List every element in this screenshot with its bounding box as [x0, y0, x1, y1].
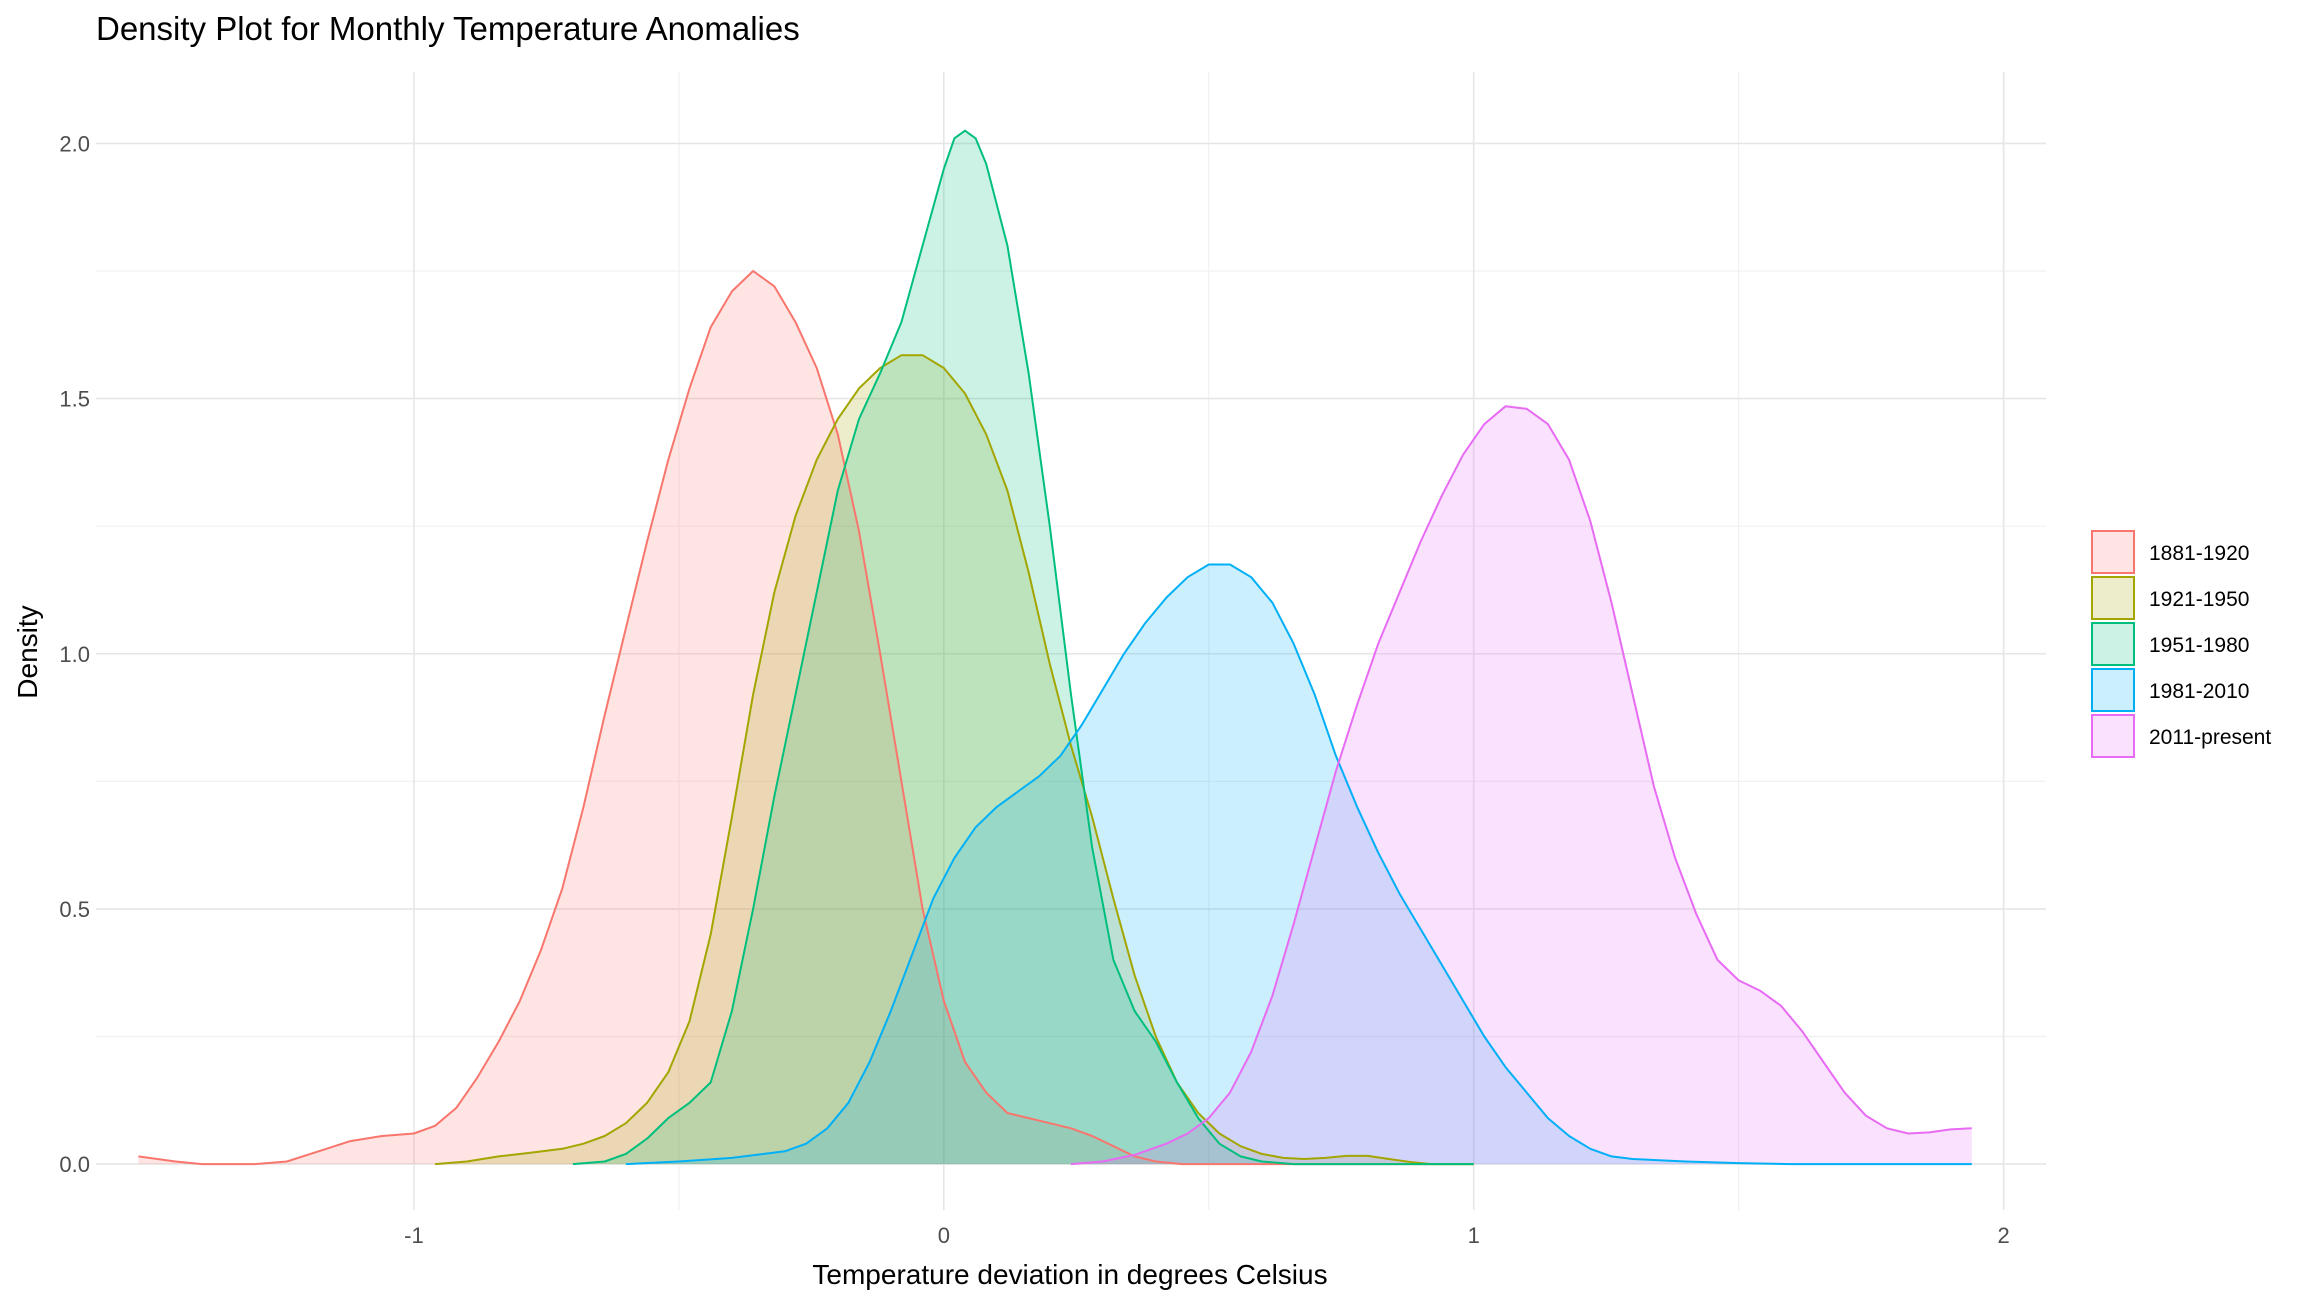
x-tick-label: 2 — [1997, 1223, 2009, 1248]
chart-title: Density Plot for Monthly Temperature Ano… — [96, 10, 800, 47]
y-tick-label: 0.5 — [59, 897, 90, 922]
density-line-2011-present — [1070, 405, 1972, 1166]
y-tick-label: 1.5 — [59, 387, 90, 412]
legend-label-1881-1920: 1881-1920 — [2149, 542, 2249, 565]
y-tick-label: 0.0 — [59, 1152, 90, 1177]
y-tick-label: 1.0 — [59, 642, 90, 667]
x-tick-label: 0 — [938, 1223, 950, 1248]
x-tick-label: 1 — [1468, 1223, 1480, 1248]
legend-label-1951-1980: 1951-1980 — [2149, 634, 2249, 657]
x-tick-label: -1 — [404, 1223, 424, 1248]
density-area-1921-1950 — [435, 355, 1474, 1165]
density-line-1981-2010 — [625, 563, 1972, 1166]
density-area-1881-1920 — [138, 271, 1474, 1165]
legend-label-1981-2010: 1981-2010 — [2149, 680, 2249, 703]
minor-gridlines — [96, 72, 2046, 1210]
x-axis-title: Temperature deviation in degrees Celsius — [812, 1259, 1327, 1290]
legend-key-1951-1980 — [2091, 622, 2135, 666]
legend-label-2011-present: 2011-present — [2149, 726, 2271, 749]
x-axis-ticks: -1 0 1 2 — [404, 1223, 2010, 1248]
density-areas — [138, 130, 1972, 1165]
density-lines — [138, 129, 1972, 1166]
y-axis-ticks: 0.0 0.5 1.0 1.5 2.0 — [59, 131, 90, 1177]
density-area-2011-present — [1071, 406, 1972, 1165]
legend-key-1921-1950 — [2091, 576, 2135, 620]
legend-label-1921-1950: 1921-1950 — [2149, 588, 2249, 611]
density-line-1881-1920 — [138, 270, 1474, 1166]
density-line-1951-1980 — [572, 129, 1474, 1166]
density-line-1921-1950 — [435, 354, 1474, 1166]
y-axis-title: Density — [12, 605, 43, 698]
legend-key-2011-present — [2091, 714, 2135, 758]
legend: 1881-1920 1921-1950 1951-1980 1981-2010 2011… — [2091, 530, 2271, 758]
density-area-1981-2010 — [625, 564, 1972, 1165]
legend-key-1881-1920 — [2091, 530, 2135, 574]
density-area-1951-1980 — [572, 130, 1474, 1165]
y-tick-label: 2.0 — [59, 131, 90, 156]
legend-key-1981-2010 — [2091, 668, 2135, 712]
